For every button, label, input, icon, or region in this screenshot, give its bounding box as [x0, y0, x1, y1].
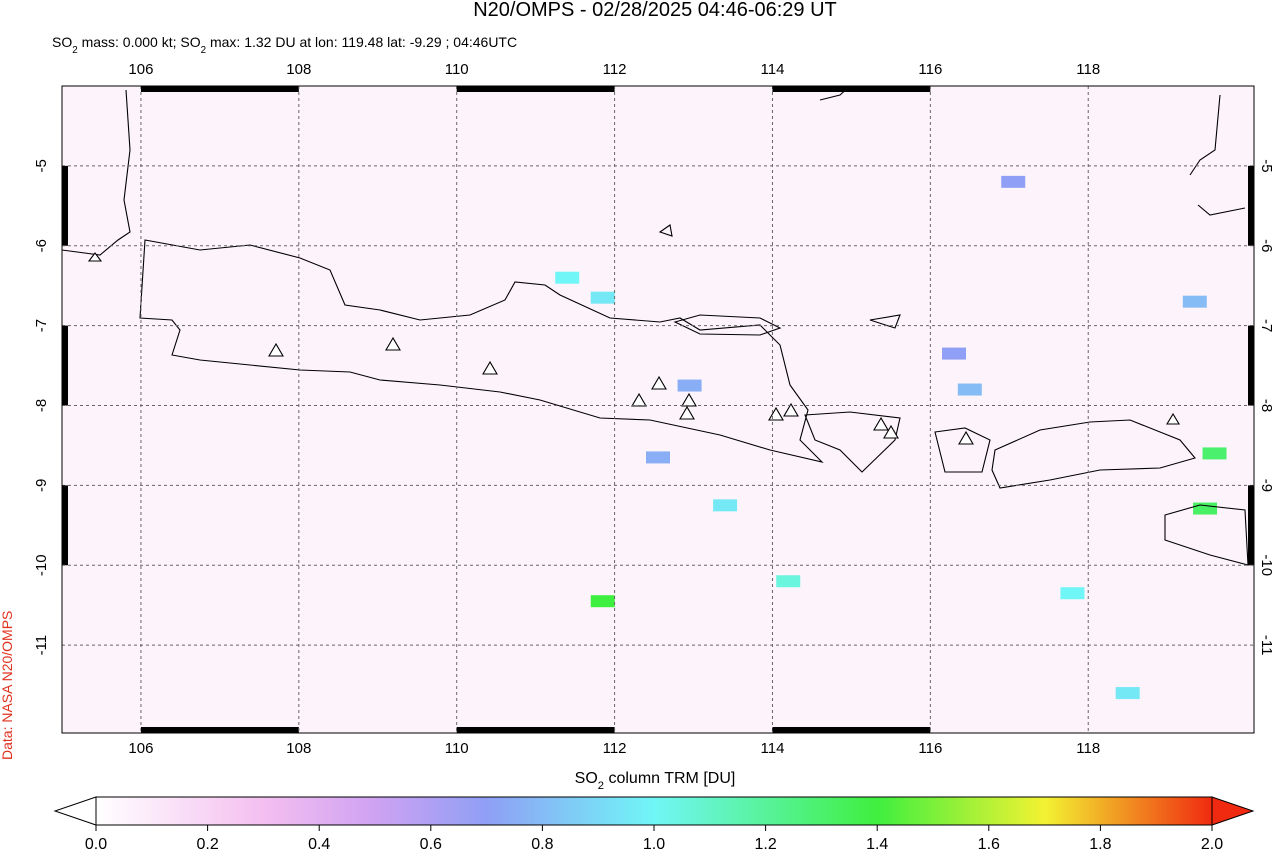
colorbar-under	[53, 796, 97, 826]
so2-pixel	[646, 451, 670, 464]
so2-pixel	[1060, 587, 1085, 600]
x-tick-label: 106	[128, 61, 153, 78]
colorbar-label-part: column TRM [DU]	[604, 770, 735, 787]
y-tick-label: -7	[1258, 319, 1272, 332]
so2-pixel	[942, 347, 967, 360]
frame-bar	[140, 86, 299, 92]
so2-pixel	[590, 595, 615, 608]
y-tick-label: -6	[33, 239, 50, 252]
subtitle-part: mass: 0.000 kt; SO	[78, 34, 201, 50]
x-tick-label: 108	[286, 61, 311, 78]
colorbar-tick-label: 1.6	[978, 836, 1000, 853]
frame-bar	[140, 727, 299, 733]
y-tick-label: -9	[33, 479, 50, 492]
frame-bar	[772, 86, 931, 92]
colorbar-tick-label: 1.0	[643, 836, 665, 853]
so2-pixel	[957, 383, 982, 396]
x-tick-label: 108	[286, 740, 311, 757]
y-tick-label: -6	[1258, 239, 1272, 252]
x-tick-label: 114	[761, 61, 785, 78]
y-tick-label: -5	[1258, 159, 1272, 172]
colorbar-label: SO2 column TRM [DU]	[575, 770, 736, 792]
x-tick-label: 116	[918, 740, 942, 757]
so2-pixel	[1115, 687, 1140, 700]
subtitle-part: SO	[52, 34, 72, 50]
colorbar-tick-label: 2.0	[1201, 836, 1223, 853]
x-tick-label: 118	[1076, 740, 1100, 757]
colorbar-tick-label: 0.2	[196, 836, 218, 853]
x-tick-label: 110	[445, 61, 469, 78]
plot-frame	[61, 85, 1255, 734]
so2-pixel	[1202, 447, 1227, 460]
subtitle-part: 2	[72, 45, 77, 56]
so2-pixel	[713, 499, 738, 512]
so2-pixel	[1182, 295, 1207, 308]
y-tick-label: -9	[1258, 479, 1272, 492]
x-tick-label: 112	[603, 740, 627, 757]
x-tick-label: 112	[603, 61, 627, 78]
y-tick-label: -10	[1258, 554, 1272, 576]
colorbar	[95, 796, 1213, 826]
y-tick-label: -8	[1258, 399, 1272, 412]
y-tick-label: -11	[33, 635, 50, 656]
so2-pixel	[677, 379, 702, 392]
colorbar-tick-label: 1.4	[866, 836, 888, 853]
y-tick-label: -5	[33, 159, 50, 172]
subtitle-part: max: 1.32 DU at lon: 119.48 lat: -9.29 ;…	[206, 34, 517, 50]
frame-bar	[1248, 325, 1254, 406]
so2-pixel	[1001, 175, 1026, 188]
x-tick-label: 116	[918, 61, 942, 78]
so2-pixel	[1193, 502, 1218, 515]
so2-pixel	[555, 271, 580, 284]
y-tick-label: -7	[33, 319, 50, 332]
y-tick-label: -11	[1258, 635, 1272, 656]
frame-bar	[456, 727, 615, 733]
x-tick-label: 106	[128, 740, 153, 757]
frame-bar	[62, 485, 68, 566]
chart-title: N20/OMPS - 02/28/2025 04:46-06:29 UT	[473, 0, 837, 21]
subtitle-part: 2	[201, 45, 206, 56]
so2-pixel	[776, 575, 801, 588]
frame-bar	[62, 325, 68, 406]
y-tick-label: -10	[33, 554, 50, 576]
x-tick-label: 114	[761, 740, 785, 757]
colorbar-over	[1211, 796, 1255, 826]
colorbar-tick-label: 0.0	[85, 836, 107, 853]
x-tick-label: 110	[445, 740, 469, 757]
x-tick-label: 118	[1076, 61, 1100, 78]
credit: Data: NASA N20/OMPS	[0, 611, 15, 760]
colorbar-tick-label: 1.8	[1089, 836, 1111, 853]
colorbar-label-part: 2	[598, 780, 604, 792]
frame-bar	[1248, 165, 1254, 246]
colorbar-tick-label: 0.6	[420, 836, 442, 853]
y-tick-label: -8	[33, 399, 50, 412]
frame-bar	[772, 727, 931, 733]
frame-bar	[456, 86, 615, 92]
colorbar-tick-label: 0.8	[531, 836, 553, 853]
so2-pixel	[590, 291, 615, 304]
subtitle: SO2 mass: 0.000 kt; SO2 max: 1.32 DU at …	[52, 34, 517, 56]
colorbar-tick-label: 1.2	[754, 836, 776, 853]
plot-area	[62, 86, 1254, 733]
colorbar-tick-label: 0.4	[308, 836, 330, 853]
colorbar-label-part: SO	[575, 770, 598, 787]
frame-bar	[62, 165, 68, 246]
frame-bar	[1248, 485, 1254, 566]
